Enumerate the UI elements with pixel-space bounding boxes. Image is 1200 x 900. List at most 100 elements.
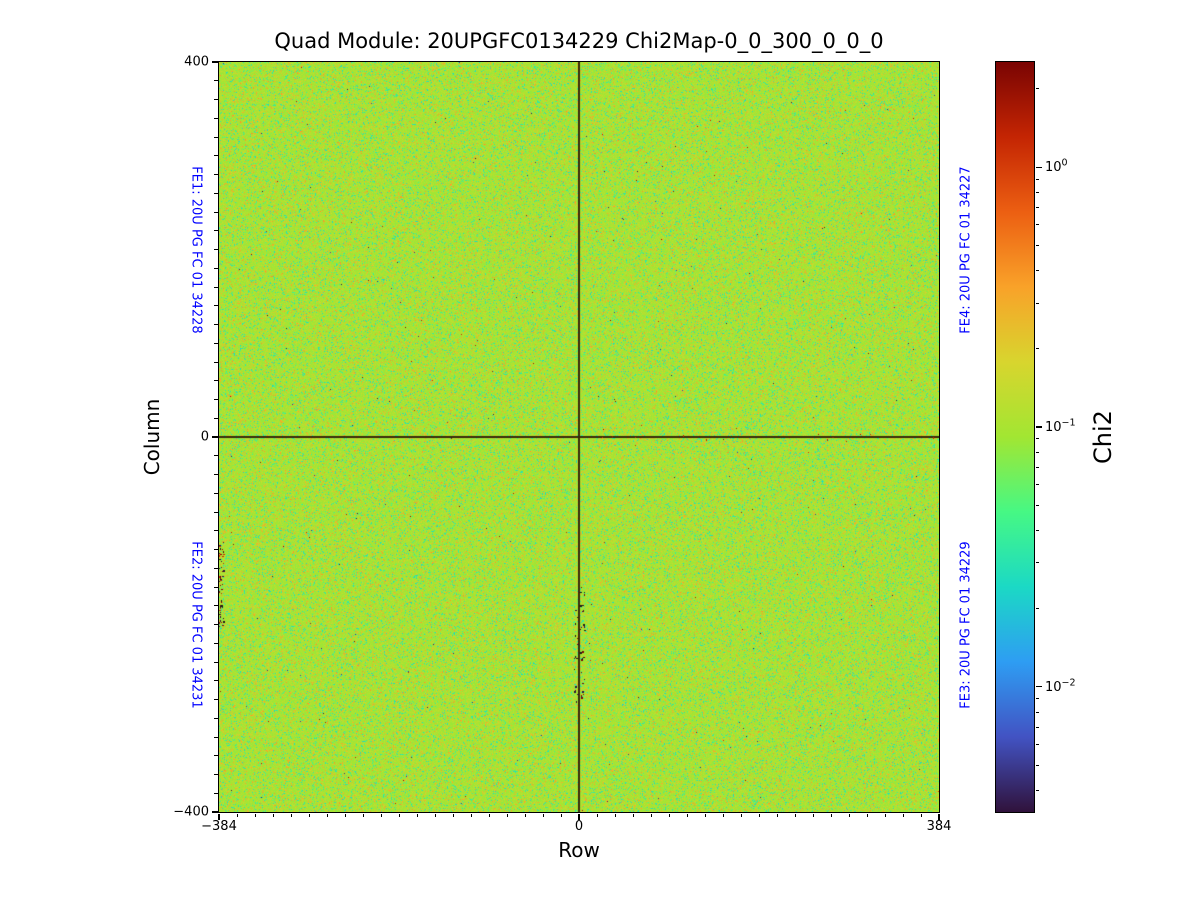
tick-mark — [214, 492, 218, 494]
tick-mark — [214, 530, 218, 532]
fe1-chip-label: FE1: 20U PG FC 01 34228 — [188, 166, 204, 334]
tick-mark — [1035, 244, 1039, 246]
tick-mark — [214, 792, 218, 794]
tick-mark — [214, 117, 218, 119]
plot-title: Quad Module: 20UPGFC0134229 Chi2Map-0_0_… — [274, 29, 884, 53]
tick-mark — [344, 813, 346, 817]
tick-mark — [214, 474, 218, 475]
tick-mark — [650, 813, 652, 817]
tick-mark — [542, 813, 544, 817]
tick-mark — [214, 324, 218, 325]
tick-mark — [214, 342, 218, 344]
tick-mark — [214, 155, 218, 157]
tick-mark — [1035, 224, 1039, 226]
tick-mark — [211, 61, 218, 63]
tick-mark — [1035, 166, 1042, 168]
tick-mark — [848, 813, 850, 817]
tick-mark — [214, 586, 218, 588]
tick-mark — [214, 211, 218, 213]
tick-mark — [1035, 764, 1039, 766]
fe4-chip-label: FE4: 20U PG FC 01 34227 — [958, 166, 974, 334]
tick-mark — [214, 99, 218, 100]
colorbar-label: Chi2 — [1089, 410, 1117, 464]
tick-mark — [214, 286, 218, 288]
tick-mark — [1035, 348, 1039, 350]
tick-mark — [308, 813, 310, 817]
y-tick-label: 400 — [184, 54, 209, 70]
tick-mark — [830, 813, 832, 817]
tick-mark — [214, 717, 218, 719]
colorbar-tick-label: 10−2 — [1045, 677, 1076, 695]
tick-mark — [452, 813, 454, 817]
tick-mark — [214, 511, 218, 513]
tick-mark — [214, 417, 218, 419]
tick-mark — [1035, 504, 1039, 506]
tick-mark — [470, 813, 472, 817]
x-tick-label: 0 — [574, 819, 584, 834]
tick-mark — [686, 813, 688, 817]
x-tick-label: 384 — [926, 819, 952, 834]
tick-mark — [560, 813, 562, 817]
x-tick-label: −384 — [201, 819, 237, 834]
tick-mark — [1035, 484, 1039, 486]
y-tick-label: 0 — [200, 429, 209, 445]
fe2-chip-label: FE2: 20U PG FC 01 34231 — [188, 541, 204, 709]
colorbar-tick-label: 10−1 — [1045, 417, 1076, 435]
tick-mark — [1035, 302, 1039, 304]
tick-mark — [1035, 726, 1039, 728]
tick-mark — [812, 813, 814, 817]
tick-mark — [884, 813, 886, 817]
colorbar-tick-label: 100 — [1045, 157, 1068, 175]
tick-mark — [524, 813, 526, 817]
tick-mark — [614, 813, 616, 817]
tick-mark — [380, 813, 382, 817]
tick-mark — [214, 192, 218, 194]
tick-mark — [1035, 88, 1039, 90]
tick-mark — [254, 813, 256, 817]
tick-mark — [1035, 451, 1039, 453]
tick-mark — [214, 680, 218, 682]
tick-mark — [1035, 426, 1042, 428]
tick-mark — [1035, 191, 1039, 193]
tick-mark — [214, 699, 218, 700]
tick-mark — [416, 813, 418, 817]
tick-mark — [488, 813, 490, 817]
tick-mark — [326, 813, 328, 817]
x-axis-label: Row — [558, 838, 600, 862]
tick-mark — [214, 399, 218, 400]
tick-mark — [1035, 178, 1039, 180]
tick-mark — [272, 813, 274, 817]
tick-mark — [794, 813, 796, 817]
tick-mark — [214, 230, 218, 232]
tick-mark — [1035, 698, 1039, 700]
tick-mark — [398, 813, 400, 817]
tick-mark — [214, 549, 218, 550]
tick-mark — [596, 813, 598, 817]
tick-mark — [1035, 711, 1039, 713]
colorbar-gradient — [995, 61, 1035, 813]
tick-mark — [214, 305, 218, 307]
tick-mark — [1035, 270, 1039, 272]
tick-mark — [214, 136, 218, 138]
tick-mark — [290, 813, 292, 817]
tick-mark — [236, 813, 238, 817]
tick-mark — [214, 642, 218, 644]
tick-mark — [506, 813, 508, 817]
tick-mark — [214, 80, 218, 82]
tick-mark — [214, 774, 218, 775]
tick-mark — [214, 267, 218, 269]
tick-mark — [214, 736, 218, 738]
tick-mark — [214, 755, 218, 757]
tick-mark — [740, 813, 742, 817]
tick-mark — [632, 813, 634, 817]
tick-mark — [214, 661, 218, 663]
tick-mark — [1035, 608, 1039, 610]
tick-mark — [1035, 466, 1039, 468]
tick-mark — [1035, 438, 1039, 440]
tick-mark — [1035, 744, 1039, 746]
tick-mark — [434, 813, 436, 817]
y-tick-label: −400 — [173, 804, 209, 820]
tick-mark — [214, 624, 218, 625]
tick-mark — [214, 249, 218, 250]
